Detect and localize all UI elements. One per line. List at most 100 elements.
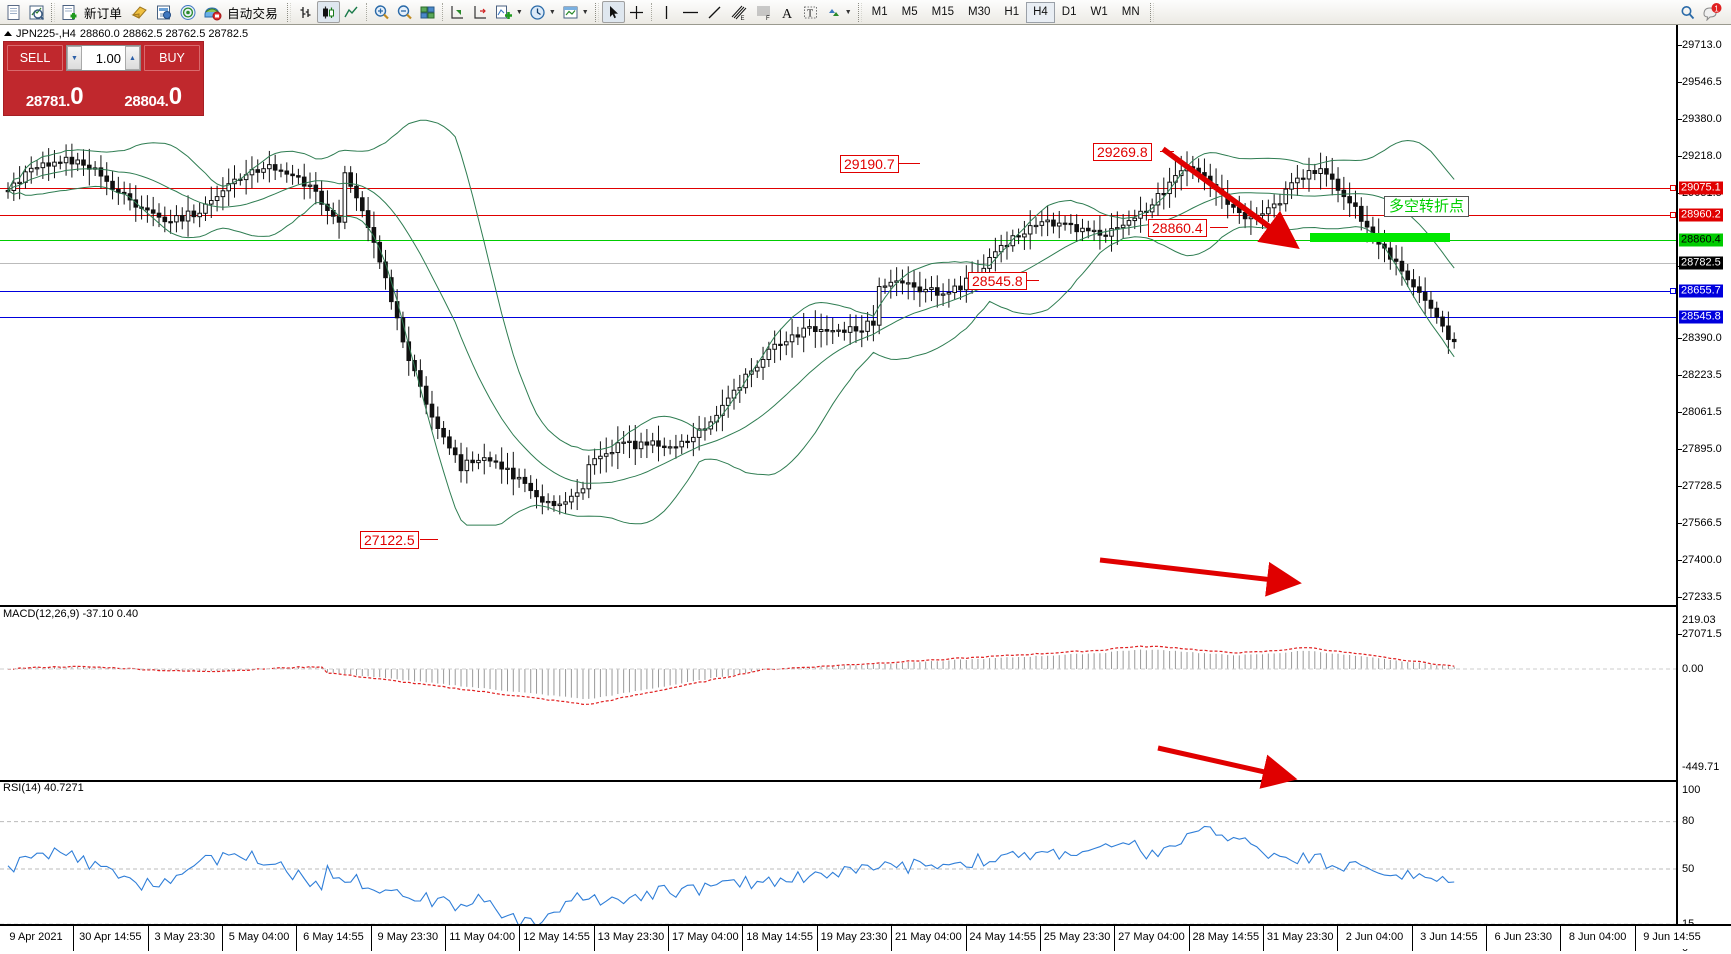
price-marker-support-level[interactable]: 28860.4 [1679, 233, 1723, 247]
vertical-line-tool-button[interactable] [655, 1, 678, 23]
text-icon: A [779, 4, 796, 21]
search-button[interactable] [1676, 1, 1699, 23]
timeframe-m1[interactable]: M1 [871, 6, 888, 18]
price-axis[interactable]: 29713.029546.529380.029218.029051.528723… [1670, 25, 1731, 954]
macd-series [0, 645, 1676, 706]
lot-decrement-button[interactable]: ▼ [67, 46, 82, 70]
trade-panel[interactable]: SELL ▼ 1.00 ▲ BUY 28781. 0 28804. 0 [3, 41, 204, 116]
annotation-29190[interactable]: 29190.7 [840, 155, 899, 173]
signals-button[interactable] [176, 1, 200, 23]
zoom-in-button[interactable] [370, 1, 393, 23]
price-tick-mark [1678, 597, 1682, 598]
time-tick-label: 21 May 04:00 [895, 931, 962, 943]
text-tool-button[interactable]: A [776, 1, 799, 23]
price-tick-label: 29218.0 [1682, 150, 1722, 162]
chinese-note-label[interactable]: 多空转折点 [1384, 196, 1470, 217]
horizontal-line-tool-button[interactable] [678, 1, 703, 23]
annotation-29269[interactable]: 29269.8 [1093, 143, 1152, 161]
macd-panel-separator [0, 605, 1676, 607]
chevron-down-icon-2[interactable]: ▼ [548, 8, 556, 16]
time-tick-separator [1634, 926, 1636, 951]
timeframe-m30[interactable]: M30 [968, 6, 991, 18]
chart-shift-button[interactable] [469, 1, 492, 23]
chevron-down-icon-3[interactable]: ▼ [581, 8, 589, 16]
time-tick-separator [1486, 926, 1488, 951]
fibonacci-icon: F [754, 4, 773, 21]
buy-price[interactable]: 28804. 0 [124, 83, 182, 110]
price-marker-last-price[interactable]: 28782.5 [1679, 256, 1723, 270]
text-label-tool-button[interactable]: T [799, 1, 822, 23]
sell-button[interactable]: SELL [7, 45, 63, 71]
level-drag-handle[interactable] [1670, 185, 1676, 191]
time-tick-label: 11 May 04:00 [449, 931, 516, 943]
new-chart-icon [5, 4, 22, 21]
timeframe-m5[interactable]: M5 [901, 6, 918, 18]
price-tick-label: 29546.5 [1682, 76, 1722, 88]
zoom-out-button[interactable] [393, 1, 416, 23]
annotation-28860[interactable]: 28860.4 [1148, 219, 1207, 237]
timeframe-h1[interactable]: H1 [1004, 6, 1020, 18]
price-marker-ask-level[interactable]: 29075.1 [1679, 181, 1723, 195]
price-marker-resistance-level[interactable]: 28960.2 [1679, 208, 1723, 222]
lot-size-input[interactable]: ▼ 1.00 ▲ [66, 45, 141, 71]
notification-button[interactable]: 1 [1699, 1, 1725, 23]
candlestick-chart-button[interactable] [316, 1, 340, 23]
sell-price[interactable]: 28781. 0 [25, 83, 84, 110]
time-tick-label: 18 May 14:55 [746, 931, 813, 943]
collapse-triangle-icon[interactable] [4, 31, 12, 36]
equidistant-channel-icon: E [729, 4, 748, 21]
toolbar-grip-4[interactable] [857, 2, 862, 22]
zoom-in-icon [373, 4, 390, 21]
price-tick-label: 27566.5 [1682, 517, 1722, 529]
price-plot[interactable]: 29190.7 29269.8 28860.4 28545.8 27122.5 … [0, 25, 1676, 924]
chevron-down-icon-4[interactable]: ▼ [844, 8, 852, 16]
crosshair-tool-button[interactable] [625, 1, 648, 23]
templates-button[interactable]: ▼ [559, 1, 592, 23]
annotation-27122[interactable]: 27122.5 [360, 531, 419, 549]
price-marker-bid-level[interactable]: 28655.7 [1679, 284, 1723, 298]
equidistant-channel-tool-button[interactable]: E [726, 1, 751, 23]
indicators-button[interactable]: ▼ [492, 1, 526, 23]
tile-windows-button[interactable] [416, 1, 439, 23]
autotrading-button[interactable]: 自动交易 [200, 1, 284, 23]
chart-area[interactable]: JPN225-,H4 28860.0 28862.5 28762.5 28782… [0, 25, 1731, 954]
time-axis[interactable]: 9 Apr 2021 30 Apr 14:55 3 May 23:30 5 May 0… [0, 924, 1731, 951]
timeframe-d1[interactable]: D1 [1061, 6, 1077, 18]
time-tick-label: 2 Jun 04:00 [1345, 931, 1404, 943]
chevron-down-icon[interactable]: ▼ [515, 8, 523, 16]
new-order-button[interactable]: 新订单 [58, 1, 128, 23]
support-zone-highlight[interactable] [1310, 233, 1450, 242]
annotation-28545[interactable]: 28545.8 [968, 272, 1027, 290]
new-chart-button[interactable] [2, 1, 25, 23]
timeframe-h4[interactable]: H4 [1026, 1, 1055, 23]
line-chart-button[interactable] [340, 1, 363, 23]
toolbar-grip-5[interactable] [1149, 2, 1154, 22]
time-tick-separator [519, 926, 521, 951]
timeframe-w1[interactable]: W1 [1090, 6, 1108, 18]
level-drag-handle[interactable] [1670, 212, 1676, 218]
price-tick-mark [1678, 156, 1682, 157]
price-marker-lower-level[interactable]: 28545.8 [1679, 310, 1723, 324]
cursor-tool-button[interactable] [601, 1, 625, 23]
metaeditor-icon [131, 4, 149, 21]
bar-chart-button[interactable] [294, 1, 317, 23]
lot-increment-button[interactable]: ▲ [125, 46, 140, 70]
price-tick-label: 27400.0 [1682, 554, 1722, 566]
metaeditor-button[interactable] [128, 1, 152, 23]
price-tick-mark [1678, 634, 1682, 635]
buy-button[interactable]: BUY [144, 45, 200, 71]
auto-scroll-button[interactable] [446, 1, 469, 23]
toolbar-grip[interactable] [51, 2, 55, 22]
trendline-tool-button[interactable] [703, 1, 726, 23]
fibonacci-tool-button[interactable]: F [751, 1, 776, 23]
market-watch-button[interactable] [25, 1, 48, 23]
terminal-button[interactable] [152, 1, 176, 23]
toolbar-grip-2[interactable] [286, 2, 291, 22]
toolbar-grip-3[interactable] [594, 2, 599, 22]
timeframe-mn[interactable]: MN [1121, 6, 1140, 18]
svg-text:E: E [740, 16, 744, 21]
shapes-tool-button[interactable]: ▼ [822, 1, 855, 23]
periodicity-button[interactable]: ▼ [526, 1, 559, 23]
timeframe-m15[interactable]: M15 [931, 6, 955, 18]
level-drag-handle[interactable] [1670, 288, 1676, 294]
